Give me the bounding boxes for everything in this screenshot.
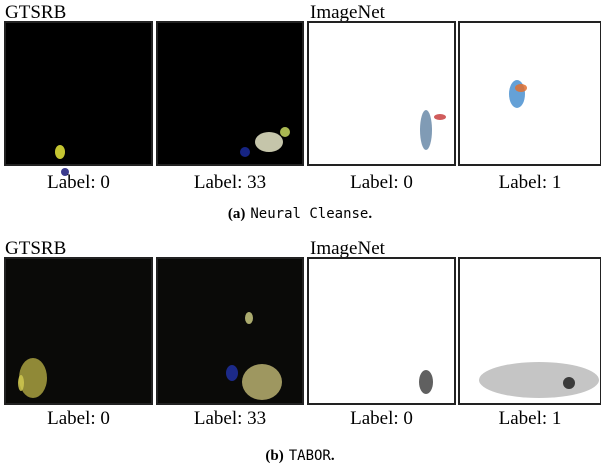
trigger-image [5,258,152,404]
trigger-image [308,22,455,165]
trigger-pattern [419,370,433,394]
image-label: Label: 0 [47,408,110,429]
caption-tag: (b) [265,448,283,464]
trigger-image [157,22,303,165]
caption-tag: (a) [228,206,246,222]
group-title: ImageNet [310,238,386,259]
trigger-image [308,258,455,404]
trigger-pattern [280,127,290,137]
caption-end: . [331,448,335,464]
trigger-image [5,22,152,176]
group-title: GTSRB [5,238,66,259]
trigger-pattern [515,84,527,92]
image-label: Label: 33 [194,172,266,193]
trigger-pattern [434,114,446,120]
group-title: GTSRB [5,2,66,23]
caption-method: Neural Cleanse [250,206,368,222]
image-label: Label: 1 [499,172,562,193]
caption: (b) TABOR. [265,448,335,464]
image-frame [5,22,152,165]
trigger-pattern [242,364,282,400]
trigger-pattern [18,375,24,391]
trigger-pattern [420,110,432,150]
caption-end: . [368,206,372,222]
trigger-pattern [479,362,599,398]
group-title: ImageNet [310,2,386,23]
image-label: Label: 0 [350,172,413,193]
trigger-pattern [240,147,250,157]
image-label: Label: 0 [350,408,413,429]
caption-method: TABOR [289,448,332,464]
image-label: Label: 1 [499,408,562,429]
image-label: Label: 33 [194,408,266,429]
trigger-pattern [255,132,283,152]
trigger-pattern [55,145,65,159]
caption: (a)Neural Cleanse. [228,206,373,222]
trigger-pattern [226,365,238,381]
trigger-image [459,22,601,165]
trigger-image [157,258,303,404]
figure: GTSRB ImageNet Label: 0 Label: 33 Label: 0 La… [0,0,601,470]
trigger-pattern [563,377,575,389]
image-label: Label: 0 [47,172,110,193]
image-frame [459,22,601,165]
trigger-pattern [245,312,253,324]
trigger-image [459,258,601,404]
image-frame [308,22,455,165]
